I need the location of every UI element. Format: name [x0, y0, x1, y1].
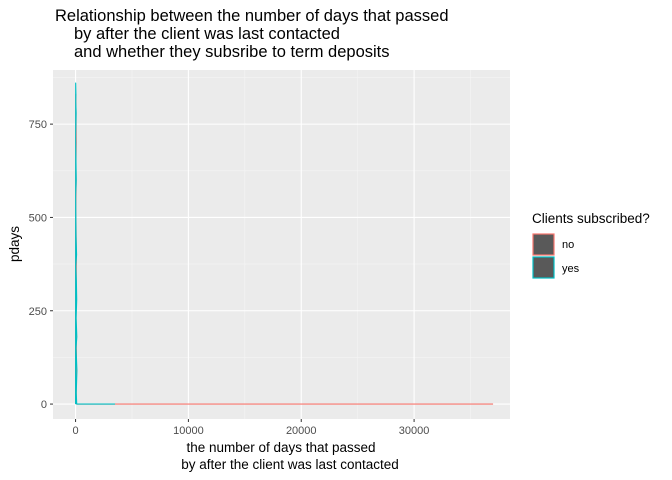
- y-axis: 0 250 500 750: [29, 119, 53, 411]
- x-tick-label: 10000: [173, 425, 204, 437]
- legend-label-no: no: [562, 239, 574, 251]
- legend-item-no: no: [532, 233, 574, 256]
- y-tick-label: 250: [29, 306, 47, 318]
- series-line-yes: [75, 82, 116, 405]
- x-axis-title-line-1: the number of days that passed: [186, 440, 375, 455]
- chart-title-line-3: and whether they subsribe to term deposi…: [74, 43, 390, 61]
- grid-minor: [53, 70, 510, 419]
- legend-key-no: [532, 233, 555, 256]
- plot-panel: [53, 70, 510, 419]
- y-tick-label: 500: [29, 212, 47, 224]
- chart-title-line-1: Relationship between the number of days …: [55, 7, 449, 25]
- chart-title-line-2: by after the client was last contacted: [74, 25, 340, 43]
- y-axis-title: pdays: [7, 226, 22, 262]
- legend-key-yes: [532, 256, 555, 279]
- y-tick-label: 0: [41, 399, 47, 411]
- x-axis-title-line-2: by after the client was last contacted: [181, 457, 399, 472]
- series-layer: [75, 82, 494, 405]
- x-tick-label: 0: [73, 425, 79, 437]
- x-tick-label: 30000: [399, 425, 430, 437]
- legend-label-yes: yes: [562, 263, 580, 275]
- x-tick-label: 20000: [286, 425, 317, 437]
- legend-title: Clients subscribed?: [532, 211, 650, 226]
- x-axis: 0 10000 20000 30000: [73, 419, 430, 437]
- y-tick-label: 750: [29, 119, 47, 131]
- legend-item-yes: yes: [532, 256, 580, 279]
